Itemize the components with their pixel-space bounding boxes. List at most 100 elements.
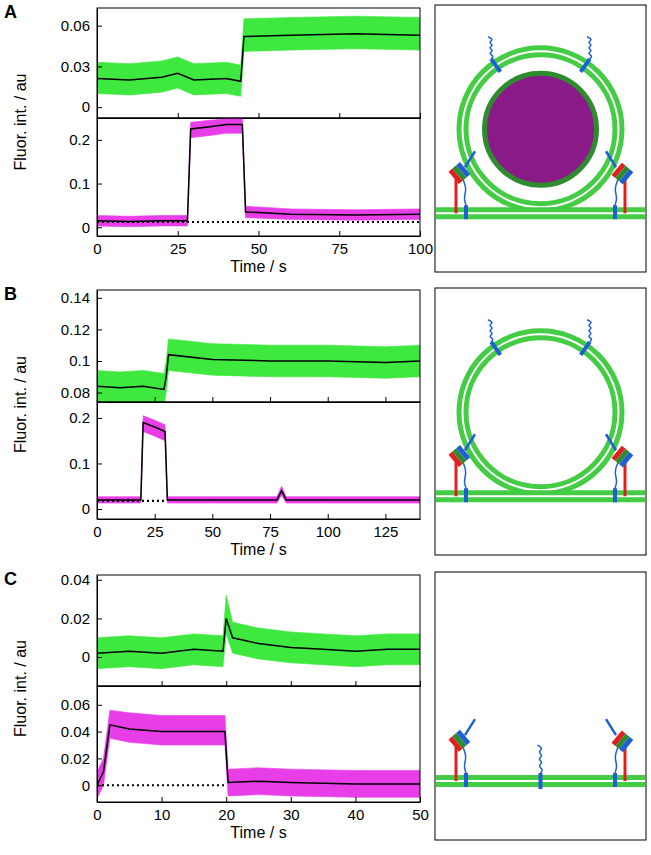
traces [97, 339, 420, 402]
y-tick: 0.08 [61, 384, 102, 401]
traces [97, 595, 420, 668]
y-tick-mark [97, 298, 102, 299]
snare-stem [624, 179, 627, 213]
x-tick-label: 25 [170, 240, 187, 257]
snare-stem [455, 462, 458, 496]
snare-linker [606, 434, 616, 450]
membrane-marker [491, 59, 500, 72]
y-tick-label: 0.2 [69, 131, 90, 148]
plot-5: 00.020.040.0601020304050 [61, 686, 429, 823]
x-tick: 10 [154, 797, 171, 823]
y-tick-label: 0.12 [61, 321, 90, 338]
x-tick-mark [162, 681, 163, 686]
x-tick-mark [97, 681, 98, 686]
noise-band [97, 16, 420, 96]
x-tick [355, 681, 356, 686]
schematic-1 [435, 288, 646, 555]
x-tick-mark [178, 231, 179, 236]
x-tick-mark [420, 113, 421, 118]
vesicle-lumen-line [463, 334, 619, 490]
x-tick: 50 [205, 514, 222, 540]
y-tick: 0.06 [61, 17, 102, 34]
y-tick: 0 [82, 648, 102, 665]
y-tick-mark [97, 26, 102, 27]
x-tick-mark [97, 397, 98, 402]
y-tick-mark [97, 618, 102, 619]
snare-helix [619, 452, 633, 467]
x-tick-mark [270, 397, 271, 402]
x-tick: 75 [262, 514, 279, 540]
y-axis-line [97, 119, 98, 237]
y-tick-label: 0.04 [61, 723, 90, 740]
noise-band [97, 119, 420, 227]
schematic-frame [435, 288, 646, 555]
plot-4: 00.020.04 [61, 571, 421, 686]
fluorophore-tail [488, 37, 493, 59]
plot-frame [97, 686, 420, 802]
y-tick: 0.2 [69, 131, 102, 148]
x-axis-title: Time / s [230, 824, 286, 841]
vesicle-content [485, 73, 597, 185]
x-tick-mark [155, 514, 156, 519]
y-axis-line [97, 687, 98, 803]
snare-helix [619, 737, 633, 752]
y-tick-mark [97, 705, 102, 706]
x-axis: 0255075100 [93, 231, 433, 257]
y-tick: 0.06 [61, 696, 102, 713]
snare-anchor [613, 773, 617, 787]
y-axis-line [97, 9, 98, 119]
y-tick-label: 0 [82, 648, 90, 665]
y-tick-mark [97, 184, 102, 185]
y-tick: 0.04 [61, 571, 102, 588]
x-tick: 0 [93, 797, 101, 823]
x-tick-mark [212, 397, 213, 402]
y-axis-title: Fluor. int. / au [12, 74, 29, 171]
smoothed-trace [97, 618, 420, 653]
snare-complex [448, 434, 475, 502]
y-tick: 0 [82, 777, 102, 794]
x-tick-label: 100 [408, 240, 433, 257]
x-tick-mark [355, 681, 356, 686]
x-tick-mark [339, 113, 340, 118]
y-axis: 00.030.06 [61, 9, 102, 119]
x-tick-label: 75 [262, 523, 279, 540]
membrane-marker [539, 773, 543, 789]
y-tick-label: 0 [82, 98, 90, 115]
x-tick-label: 20 [218, 806, 235, 823]
x-tick-label: 30 [283, 806, 300, 823]
snare-stem [624, 747, 627, 781]
x-tick: 100 [408, 231, 433, 257]
baseline [97, 500, 166, 502]
y-tick-mark [97, 463, 102, 464]
x-tick-label: 0 [93, 523, 101, 540]
baseline [97, 784, 226, 786]
y-tick-mark [97, 107, 102, 108]
snare-complex [448, 151, 475, 219]
x-tick-mark [420, 797, 421, 802]
traces [97, 416, 420, 503]
x-tick-mark [259, 113, 260, 118]
x-tick-mark [97, 797, 98, 802]
snare-helix [619, 169, 633, 184]
snare-anchor [464, 205, 468, 219]
x-tick-mark [355, 797, 356, 802]
x-tick: 75 [331, 231, 348, 257]
x-tick-mark [97, 113, 98, 118]
y-axis: 0.080.10.120.14 [61, 289, 102, 402]
smoothed-trace [97, 125, 420, 222]
snare-linker [465, 434, 475, 450]
x-axis-line [98, 236, 421, 237]
x-tick [291, 681, 292, 686]
snare-stem [624, 462, 627, 496]
y-axis: 00.10.2 [69, 119, 102, 237]
x-axis-title: Time / s [230, 258, 286, 275]
x-tick [97, 397, 98, 402]
y-axis-title: Fluor. int. / au [12, 356, 29, 453]
schematic-2 [435, 572, 646, 840]
x-tick [155, 397, 156, 402]
x-tick: 0 [93, 231, 101, 257]
y-tick-label: 0.08 [61, 384, 90, 401]
y-tick: 0.14 [61, 289, 102, 306]
y-axis-line [97, 576, 98, 687]
vesicle-membrane [463, 334, 619, 490]
